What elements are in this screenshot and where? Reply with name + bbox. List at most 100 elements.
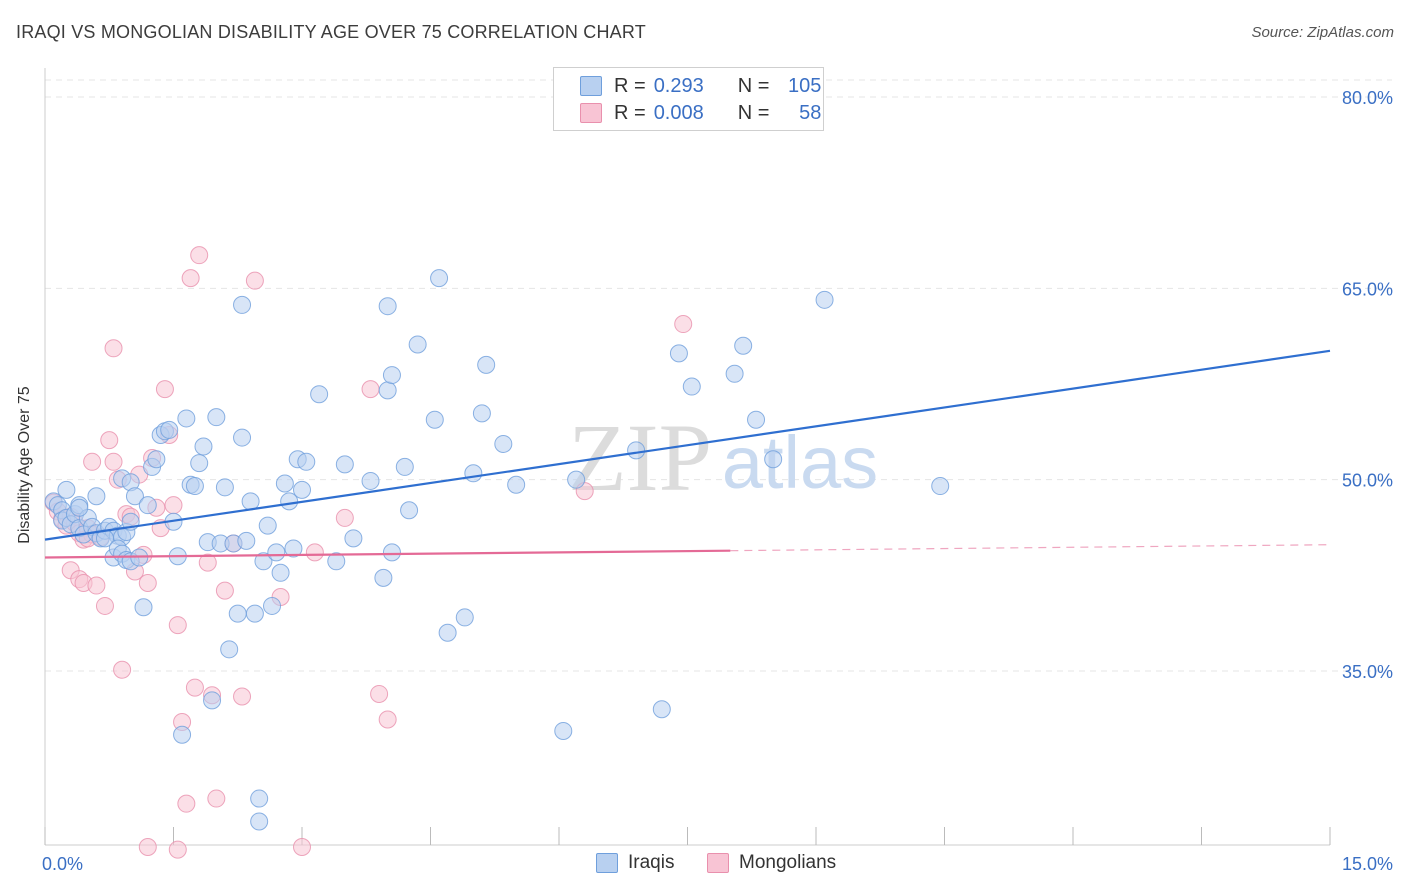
mongolians-r-value: 0.008	[653, 101, 704, 124]
iraqis-point-81	[395, 457, 414, 476]
legend-row-mongolians: R = 0.008 N = 58	[580, 100, 821, 126]
mongolians-point-58	[674, 315, 693, 334]
iraqis-point-37	[147, 450, 166, 469]
mongolians-trend-dashed	[730, 544, 1331, 552]
iraqis-point-75	[344, 529, 363, 548]
mongolians-point-18	[100, 431, 119, 450]
y-tick-label-0: 35.0%	[1342, 662, 1393, 682]
mongolians-point-49	[305, 543, 324, 562]
iraqis-point-56	[228, 604, 247, 623]
mongolians-point-38	[185, 678, 204, 697]
mongolians-point-52	[370, 684, 389, 703]
mongolians-point-37	[181, 269, 200, 288]
x-tick-label-1: 15.0%	[1342, 854, 1393, 874]
iraqis-point-46	[185, 477, 204, 496]
mongolians-point-51	[361, 380, 380, 399]
watermark: ZIP atlas	[568, 404, 878, 511]
bottom-legend-mongolians: Mongolians	[707, 852, 836, 874]
mongolians-swatch	[580, 103, 602, 123]
iraqis-point-22	[87, 487, 106, 506]
iraqis-point-101	[669, 344, 688, 363]
iraqis-point-74	[335, 455, 354, 474]
mongolians-point-19	[104, 452, 123, 471]
iraqis-point-83	[408, 335, 427, 354]
iraqis-point-98	[567, 470, 586, 489]
iraqis-point-104	[734, 336, 753, 355]
iraqis-point-54	[220, 640, 239, 659]
iraqis-trend-line	[44, 349, 1331, 541]
iraqis-r-label: R =	[614, 74, 646, 97]
iraqis-point-57	[233, 428, 252, 447]
iraqis-point-92	[472, 404, 491, 423]
mongolians-legend-swatch	[707, 853, 729, 873]
y-tick-label-2: 65.0%	[1342, 279, 1393, 299]
iraqis-points	[44, 269, 950, 831]
iraqis-point-70	[293, 480, 311, 499]
iraqis-n-label: N =	[737, 74, 770, 97]
iraqis-point-62	[258, 516, 277, 535]
iraqis-point-61	[254, 552, 273, 571]
iraqis-point-44	[177, 409, 196, 428]
iraqis-point-63	[263, 596, 282, 615]
mongolians-point-50	[335, 508, 354, 527]
iraqis-swatch	[580, 76, 602, 96]
y-tick-label-1: 50.0%	[1342, 471, 1393, 491]
iraqis-point-53	[215, 478, 234, 497]
mongolians-point-43	[215, 581, 234, 600]
mongolians-point-36	[177, 794, 196, 813]
mongolians-point-55	[168, 840, 187, 859]
iraqis-point-64	[267, 543, 286, 562]
iraqis-point-72	[310, 385, 329, 404]
mongolians-point-46	[245, 271, 264, 290]
iraqis-point-106	[764, 450, 783, 469]
mongolians-trend-solid	[44, 549, 731, 559]
iraqis-point-66	[275, 474, 294, 493]
mongolians-point-40	[198, 553, 217, 572]
iraqis-point-100	[652, 700, 671, 719]
mongolians-point-56	[104, 339, 123, 358]
iraqis-point-34	[134, 598, 153, 617]
mongolians-point-53	[378, 710, 397, 729]
mongolians-n-label: N =	[737, 101, 770, 124]
iraqis-point-108	[931, 477, 950, 496]
iraqis-point-59	[241, 492, 260, 511]
mongolians-legend-label: Mongolians	[739, 852, 837, 873]
iraqis-point-86	[250, 789, 269, 808]
iraqis-point-71	[297, 452, 316, 471]
iraqis-point-67	[280, 492, 299, 511]
mongolians-point-27	[138, 573, 157, 592]
grid-lines	[45, 79, 1392, 672]
iraqis-point-97	[554, 721, 573, 740]
iraqis-point-78	[378, 381, 397, 400]
iraqis-point-107	[815, 290, 834, 309]
mongolians-point-15	[87, 576, 106, 595]
iraqis-point-51	[207, 408, 226, 427]
iraqis-point-20	[57, 480, 76, 499]
mongolians-point-21	[113, 660, 132, 679]
iraqis-point-88	[438, 623, 457, 642]
tick-labels: 35.0% 50.0% 65.0% 80.0% 0.0% 15.0%	[42, 88, 1393, 874]
iraqis-point-65	[271, 563, 290, 582]
iraqis-point-48	[194, 437, 213, 456]
mongolians-r-label: R =	[614, 101, 646, 124]
mongolians-point-45	[233, 687, 252, 706]
source-label: Source: ZipAtlas.com	[1251, 24, 1394, 41]
trend-lines	[44, 349, 1331, 559]
iraqis-point-68	[284, 539, 303, 558]
mongolians-point-48	[293, 838, 311, 857]
x-tick-label-0: 0.0%	[42, 854, 83, 874]
iraqis-point-50	[203, 691, 222, 710]
axes	[44, 68, 1331, 846]
iraqis-point-82	[400, 501, 419, 520]
mongolians-point-54	[138, 838, 157, 857]
mongolians-point-17	[95, 596, 114, 615]
iraqis-legend-swatch	[596, 853, 618, 873]
iraqis-point-103	[725, 364, 744, 383]
iraqis-point-58	[237, 531, 256, 550]
iraqis-point-85	[233, 295, 252, 314]
mongolians-point-33	[164, 496, 183, 515]
chart-title: IRAQI VS MONGOLIAN DISABILITY AGE OVER 7…	[16, 22, 646, 42]
mongolians-point-42	[207, 789, 226, 808]
iraqis-point-40	[160, 420, 179, 439]
